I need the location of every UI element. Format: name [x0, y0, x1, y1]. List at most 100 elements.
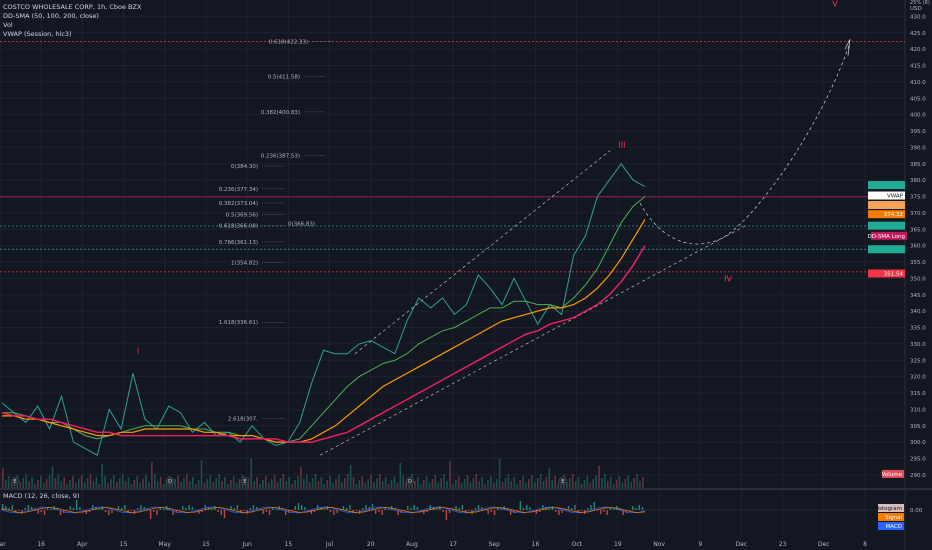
volume-bar — [636, 474, 638, 488]
legend-vol[interactable]: Vol — [3, 21, 13, 29]
macd-histogram-bar — [632, 506, 634, 510]
x-tick-label: 8 — [863, 541, 867, 548]
volume-bar — [361, 476, 364, 488]
legend-sma[interactable]: DD-SMA (50, 100, 200, close) — [3, 12, 99, 20]
x-tick-label: Oct — [571, 541, 582, 548]
volume-bar — [551, 480, 554, 488]
price-tag — [868, 191, 905, 200]
volume-bar — [364, 483, 367, 488]
macd-histogram-bar — [210, 509, 213, 510]
macd-histogram-bar — [464, 510, 467, 513]
macd-histogram-bar — [265, 510, 268, 512]
volume-bar — [323, 484, 326, 488]
volume-bar — [396, 483, 399, 488]
fib-lower-label: 0(384.30) — [231, 164, 258, 170]
macd-histogram-bar — [294, 506, 296, 510]
y-tick-label: 405.0 — [910, 96, 926, 102]
volume-bar — [107, 483, 109, 488]
x-tick-label: 15 — [120, 541, 128, 548]
legend-vwap[interactable]: VWAP (Session, hlc3) — [3, 30, 72, 38]
volume-bar — [282, 474, 285, 488]
macd-histogram-bar — [37, 510, 39, 514]
macd-histogram-bar — [72, 508, 75, 510]
macd-histogram-bar — [156, 510, 158, 515]
volume-bar — [373, 482, 375, 488]
macd-histogram-bar — [625, 510, 628, 513]
x-tick-label: 15 — [285, 541, 293, 548]
macd-histogram-bar — [403, 510, 406, 511]
volume-bar — [273, 475, 276, 488]
macd-histogram-bar — [114, 509, 116, 510]
volume-bar — [419, 484, 422, 488]
fib-upper-label: 0.382(400.83) — [261, 110, 300, 116]
volume-bar — [627, 475, 630, 488]
volume-bar — [253, 481, 255, 488]
macd-histogram-bar — [268, 510, 271, 515]
volume-bar — [580, 484, 583, 488]
price-tag-label: Volume — [882, 472, 903, 478]
volume-bar — [22, 478, 25, 488]
macd-histogram-bar — [191, 507, 194, 510]
volume-bar — [45, 479, 48, 488]
volume-bar — [437, 482, 440, 488]
macd-histogram-bar — [18, 510, 20, 511]
macd-histogram-bar — [198, 510, 200, 514]
fib-lower-label: 0.786(361.13) — [219, 240, 258, 246]
y-tick-label: 390.0 — [910, 145, 926, 151]
volume-bar — [495, 479, 498, 488]
macd-histogram-bar — [5, 506, 7, 510]
volume-bar — [186, 474, 188, 488]
macd-histogram-bar — [146, 509, 149, 510]
macd-line — [1, 506, 646, 514]
volume-bar — [457, 476, 460, 488]
volume-bar — [507, 474, 510, 488]
macd-histogram-bar — [371, 504, 374, 510]
volume-bar — [446, 481, 448, 488]
price-tag — [871, 231, 907, 240]
macd-histogram-bar — [593, 502, 595, 510]
macd-legend[interactable]: MACD (12, 26, close, 9) — [3, 492, 80, 500]
series-line-2 — [2, 219, 646, 443]
y-tick-label: 335.0 — [910, 326, 926, 332]
macd-histogram-bar — [117, 506, 120, 510]
macd-histogram-bar — [159, 507, 161, 510]
legend-symbol[interactable]: COSTCO WHOLESALE CORP, 1h, Cboe BZX — [3, 3, 142, 11]
x-tick-label: Aug — [406, 541, 418, 548]
macd-histogram-bar — [481, 507, 483, 510]
volume-bar — [320, 477, 323, 488]
macd-histogram-bar — [111, 510, 113, 513]
volume-bar — [72, 476, 74, 488]
y-axis-top-label: 25% (8) — [910, 0, 930, 6]
macd-histogram-bar — [426, 510, 428, 512]
volume-bar — [352, 477, 355, 488]
volume-bar — [449, 461, 451, 488]
volume-bar — [525, 483, 527, 488]
volume-bar — [270, 479, 273, 488]
macd-histogram-bar — [50, 509, 52, 510]
volume-bar — [513, 477, 516, 488]
macd-histogram-bar — [259, 509, 261, 510]
volume-bar — [460, 483, 463, 488]
volume-bar — [393, 476, 396, 488]
wave-label: I — [137, 347, 139, 356]
volume-bar — [531, 475, 533, 488]
macd-histogram-bar — [137, 508, 139, 510]
macd-histogram-bar — [8, 508, 10, 510]
wave-label: IV — [724, 275, 732, 284]
macd-histogram-bar — [336, 510, 338, 513]
volume-bar — [504, 478, 507, 488]
volume-bar — [516, 484, 518, 488]
volume-bar — [452, 484, 454, 488]
volume-bar — [501, 482, 504, 488]
volume-bar — [595, 475, 597, 488]
x-tick-label: 16 — [532, 541, 540, 548]
volume-bar — [235, 483, 238, 488]
x-tick-label: Dec — [736, 541, 748, 548]
macd-histogram-bar — [47, 507, 49, 510]
volume-bar — [338, 475, 340, 488]
volume-bar — [133, 480, 136, 488]
fib-lower-label: 0.382(373.04) — [219, 201, 258, 207]
macd-histogram-bar — [368, 507, 370, 510]
volume-bar — [139, 483, 141, 488]
